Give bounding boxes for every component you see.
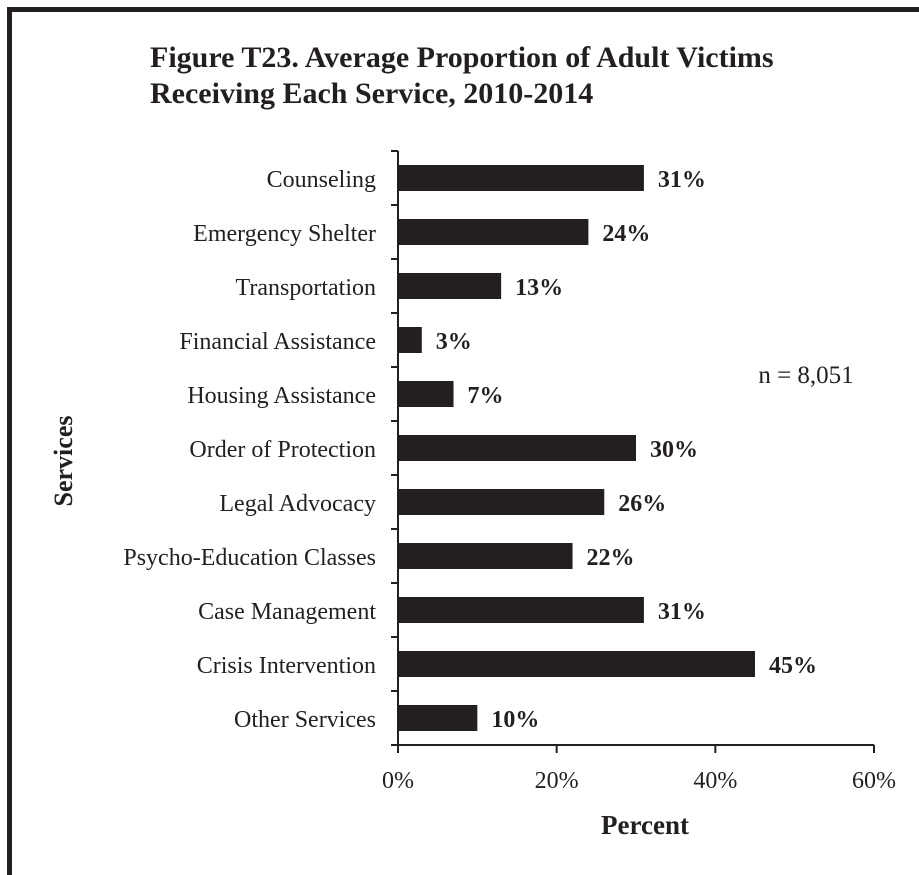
x-axis-ticks xyxy=(397,745,875,753)
data-label: 10% xyxy=(491,707,539,733)
category-label: Order of Protection xyxy=(189,437,376,463)
bar-housing-assistance xyxy=(398,381,454,407)
bar-transportation xyxy=(398,273,502,299)
data-label: 31% xyxy=(658,167,706,193)
data-label: 3% xyxy=(436,329,472,355)
bar-crisis-intervention xyxy=(398,651,755,677)
y-axis-label: Services xyxy=(49,416,78,507)
category-label: Housing Assistance xyxy=(187,383,376,409)
x-tick-label: 20% xyxy=(535,768,579,794)
data-label: 24% xyxy=(602,221,650,247)
category-label: Other Services xyxy=(234,707,376,733)
x-tick-labels: 0% 20% 40% 60% xyxy=(382,768,896,794)
bar-psycho-education-classes xyxy=(398,543,573,569)
chart-title-line-1: Figure T23. Average Proportion of Adult … xyxy=(150,41,774,74)
x-tick-label: 40% xyxy=(693,768,737,794)
x-tick-label: 0% xyxy=(382,768,414,794)
chart-title: Figure T23. Average Proportion of Adult … xyxy=(150,40,774,112)
value-labels: 31% 24% 13% 3% 7% 30% 26% 22% 31% 45% 10% xyxy=(436,167,817,733)
x-tick-label: 60% xyxy=(852,768,896,794)
chart-title-line-2: Receiving Each Service, 2010-2014 xyxy=(150,77,594,110)
data-label: 31% xyxy=(658,599,706,625)
bar-emergency-shelter xyxy=(398,219,589,245)
category-label: Transportation xyxy=(236,275,376,301)
sample-size-annotation: n = 8,051 xyxy=(758,362,853,389)
category-label: Psycho-Education Classes xyxy=(123,545,376,571)
bar-other-services xyxy=(398,705,478,731)
category-label: Crisis Intervention xyxy=(197,653,376,679)
bar-legal-advocacy xyxy=(398,489,605,515)
data-label: 7% xyxy=(468,383,504,409)
bar-case-management xyxy=(398,597,644,623)
data-label: 13% xyxy=(515,275,563,301)
y-axis-ticks xyxy=(391,150,398,746)
category-label: Counseling xyxy=(267,167,376,193)
x-axis-label: Percent xyxy=(601,810,689,840)
data-label: 22% xyxy=(587,545,635,571)
bar-counseling xyxy=(398,165,644,191)
data-label: 45% xyxy=(769,653,817,679)
category-label: Case Management xyxy=(198,599,376,625)
bar-financial-assistance xyxy=(398,327,422,353)
data-label: 26% xyxy=(618,491,666,517)
category-label: Legal Advocacy xyxy=(219,491,376,517)
bars xyxy=(398,165,755,731)
category-labels: Counseling Emergency Shelter Transportatio… xyxy=(123,167,376,733)
category-label: Financial Assistance xyxy=(179,329,376,355)
data-label: 30% xyxy=(650,437,698,463)
chart-frame xyxy=(7,7,919,875)
category-label: Emergency Shelter xyxy=(193,221,376,247)
bar-order-of-protection xyxy=(398,435,636,461)
